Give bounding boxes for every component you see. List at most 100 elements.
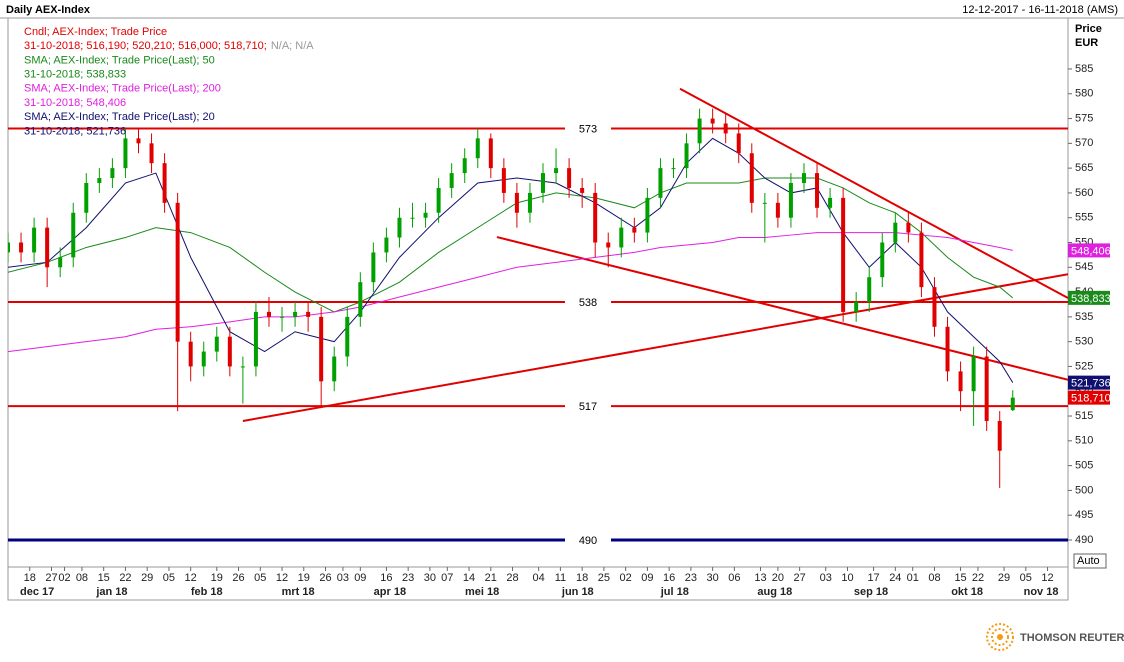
candle-body (319, 316, 324, 382)
candle-body (136, 138, 141, 144)
candle-body (815, 173, 820, 208)
x-tick-label: 19 (298, 572, 310, 584)
candle-body (488, 138, 493, 169)
candle-body (149, 143, 154, 164)
scale-mode[interactable]: Auto (1077, 555, 1100, 567)
candle-body (19, 242, 24, 253)
candle-body (280, 316, 285, 318)
x-tick-label: 08 (76, 572, 88, 584)
trendline (679, 87, 1068, 299)
legend-entry: 31-10-2018; 521,736 (24, 125, 126, 137)
y-axis-label: Price (1075, 23, 1102, 35)
candle-body (749, 153, 754, 203)
x-tick-label: 28 (506, 572, 518, 584)
y-tick-label: 495 (1075, 509, 1093, 521)
candle-body (293, 311, 298, 317)
x-tick-label: 27 (794, 572, 806, 584)
candle-body (1010, 397, 1015, 411)
candle-body (423, 212, 428, 218)
trendline (496, 236, 1068, 381)
x-tick-label: 22 (119, 572, 131, 584)
candle-body (841, 197, 846, 312)
x-tick-label: 30 (707, 572, 719, 584)
candle-body (945, 326, 950, 372)
candle-body (697, 118, 702, 144)
candle-body (45, 227, 50, 268)
candle-body (410, 217, 415, 219)
x-tick-label: 09 (354, 572, 366, 584)
y-tick-label: 490 (1075, 534, 1093, 546)
y-tick-label: 570 (1075, 137, 1093, 149)
candle-body (932, 287, 937, 327)
candle-body (384, 237, 389, 253)
x-tick-label: 02 (58, 572, 70, 584)
legend-entry: 31-10-2018; 548,406 (24, 97, 126, 109)
candle-body (71, 212, 76, 258)
trendline (242, 273, 1068, 422)
candle-body (462, 158, 467, 174)
brand-logo (986, 623, 1014, 651)
candle-body (801, 173, 806, 184)
sma-line (8, 232, 1013, 353)
candle-body (449, 173, 454, 188)
plot-area (8, 87, 1068, 542)
x-tick-label: 04 (533, 572, 545, 584)
candle-body (762, 202, 767, 204)
y-tick-label: 505 (1075, 460, 1093, 472)
scale-mode-box[interactable] (1073, 553, 1107, 569)
x-tick-label: 26 (319, 572, 331, 584)
legend-entry: SMA; AEX-Index; Trade Price(Last); 20 (24, 111, 215, 123)
candle-body (554, 168, 559, 174)
candle-body (188, 341, 193, 367)
candle-body (658, 168, 663, 198)
x-tick-label: 22 (972, 572, 984, 584)
brand: THOMSON REUTERS (1020, 632, 1124, 644)
level-label-bg (565, 118, 611, 139)
candle-body (567, 168, 572, 188)
date-range: 12-12-2017 - 16-11-2018 (AMS) (962, 4, 1118, 16)
month-label: jul 18 (660, 586, 689, 598)
last-value-box (1068, 390, 1110, 405)
legend-entry: 31-10-2018; 538,833 (24, 69, 126, 81)
candle-body (32, 227, 37, 253)
month-label: apr 18 (374, 586, 406, 598)
candle-body (958, 371, 963, 392)
month-label: jan 18 (95, 586, 127, 598)
x-tick-label: 05 (254, 572, 266, 584)
y-tick-label: 585 (1075, 63, 1093, 75)
chart-title: Daily AEX-Index (6, 4, 91, 16)
candle-body (201, 351, 206, 367)
x-tick-label: 10 (841, 572, 853, 584)
x-tick-label: 13 (754, 572, 766, 584)
x-tick-label: 30 (424, 572, 436, 584)
candle-body (893, 222, 898, 243)
candle-body (710, 118, 715, 124)
candle-body (214, 336, 219, 352)
candle-body (123, 138, 128, 169)
x-tick-label: 17 (867, 572, 879, 584)
candle-body (266, 311, 271, 317)
x-tick-label: 23 (402, 572, 414, 584)
candle-body (436, 187, 441, 213)
x-tick-label: 07 (441, 572, 453, 584)
candle-body (906, 222, 911, 233)
level-label-bg (565, 396, 611, 417)
last-value-label: 521,736 (1071, 378, 1111, 390)
candle-body (332, 356, 337, 382)
candle-body (919, 232, 924, 288)
legend-entry: Cndl; AEX-Index; Trade Price (24, 26, 167, 38)
candle-body (175, 202, 180, 342)
level-label: 517 (579, 401, 597, 413)
x-tick-label: 03 (820, 572, 832, 584)
x-tick-label: 24 (889, 572, 901, 584)
x-tick-label: 19 (211, 572, 223, 584)
candle-body (788, 183, 793, 218)
candle-body (475, 138, 480, 159)
x-tick-label: 29 (141, 572, 153, 584)
candle-body (514, 192, 519, 213)
x-tick-label: 15 (98, 572, 110, 584)
month-label: nov 18 (1024, 586, 1059, 598)
y-tick-label: 500 (1075, 484, 1093, 496)
candle-body (371, 252, 376, 283)
y-axis-unit: EUR (1075, 37, 1098, 49)
